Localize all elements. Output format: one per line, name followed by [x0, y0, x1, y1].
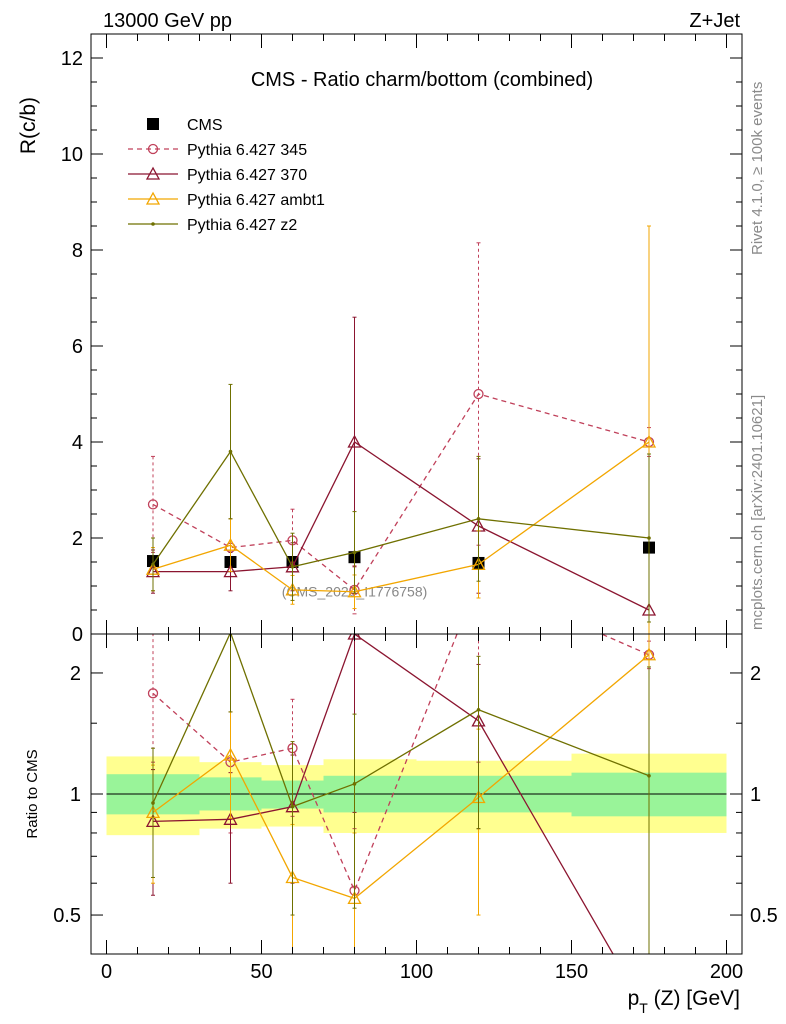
main-series-0: [147, 541, 655, 569]
ratio-y-axis-label: Ratio to CMS: [24, 749, 41, 838]
legend-label: Pythia 6.427 370: [187, 167, 307, 184]
main-y-tick-label: 8: [72, 240, 83, 262]
legend-item: Pythia 6.427 370: [128, 166, 307, 184]
main-series-line: [152, 441, 650, 593]
process-label: Z+Jet: [689, 10, 740, 32]
main-marker: [151, 562, 155, 567]
x-tick-label: 100: [400, 961, 433, 983]
legend-label: Pythia 6.427 z2: [187, 217, 297, 234]
main-series-4: [151, 383, 651, 623]
legend-marker: [151, 222, 155, 226]
legend-item: Pythia 6.427 345: [128, 142, 307, 159]
main-y-tick-label: 6: [72, 336, 83, 358]
ratio-marker: [647, 773, 651, 778]
legend-label: Pythia 6.427 ambt1: [187, 192, 325, 209]
ratio-marker: [641, 647, 657, 661]
main-marker: [228, 449, 233, 454]
ratio-marker: [223, 747, 238, 761]
x-tick-label: 200: [710, 961, 743, 983]
main-marker: [476, 517, 481, 521]
x-axis-label-rest: (Z) [GeV]: [648, 987, 740, 1010]
ratio-series-line: [152, 634, 614, 954]
x-axis-label: pT (Z) [GeV]: [628, 987, 740, 1016]
ratio-marker: [352, 782, 357, 786]
main-marker: [347, 434, 362, 448]
ratio-y-tick-label: 0.5: [53, 905, 81, 927]
legend-item: Pythia 6.427 z2: [128, 217, 297, 234]
legend-marker: [145, 166, 161, 180]
main-series-2: [145, 316, 657, 616]
ratio-series-line: [152, 654, 650, 900]
ratio-y-tick-label-right: 0.5: [750, 905, 778, 927]
rivet-version-label: Rivet 4.1.0, ≥ 100k events: [749, 82, 766, 255]
x-tick-label: 0: [101, 961, 112, 983]
ratio-marker: [151, 801, 155, 805]
main-marker: [647, 536, 651, 540]
main-y-tick-label: 12: [61, 48, 83, 70]
main-marker: [290, 565, 295, 569]
main-marker: [223, 537, 238, 551]
main-marker: [641, 434, 657, 448]
legend-label: CMS: [187, 117, 223, 134]
ratio-y-tick-label: 2: [70, 663, 81, 685]
x-axis-label-sub: T: [639, 1000, 648, 1016]
main-series-line: [152, 450, 650, 568]
ratio-series-line: [152, 634, 650, 893]
energy-label: 13000 GeV pp: [103, 10, 232, 32]
main-marker: [347, 584, 362, 598]
main-y-tick-label: 2: [72, 528, 83, 550]
main-marker: [473, 388, 484, 400]
main-series-line: [153, 441, 650, 611]
ratio-y-tick-label: 1: [70, 784, 81, 806]
ratio-marker: [223, 811, 238, 825]
main-series-1: [147, 242, 655, 615]
legend-label: Pythia 6.427 345: [187, 142, 307, 159]
main-marker: [223, 564, 238, 578]
ratio-series-line: [152, 634, 650, 808]
x-tick-label: 150: [555, 961, 588, 983]
legend-marker: [145, 191, 161, 205]
legend-item: Pythia 6.427 ambt1: [128, 191, 325, 209]
ratio-series-3: [151, 634, 651, 954]
main-series-3: [145, 225, 657, 634]
main-y-axis-label: R(c/b): [17, 97, 40, 154]
legend-marker: [147, 118, 159, 130]
main-marker: [352, 550, 357, 555]
x-tick-label: 50: [250, 961, 272, 983]
ratio-series-0: [147, 634, 655, 954]
x-axis-label-main: p: [628, 987, 640, 1010]
ratio-marker: [290, 804, 295, 809]
main-series-line: [152, 393, 650, 591]
mcplots-label: mcplots.cern.ch [arXiv:2401.10621]: [749, 395, 766, 630]
main-y-tick-label: 4: [72, 432, 83, 454]
ratio-marker: [147, 688, 159, 699]
ratio-y-tick-label-right: 1: [750, 784, 761, 806]
main-y-tick-label: 10: [61, 144, 83, 166]
legend-marker: [147, 143, 159, 155]
ratio-y-tick-label-right: 2: [750, 663, 761, 685]
chart-title: CMS - Ratio charm/bottom (combined): [251, 69, 593, 91]
ratio-marker: [476, 707, 481, 712]
legend-item: CMS: [147, 117, 223, 134]
main-y-tick-label: 0: [72, 624, 83, 646]
main-marker: [147, 499, 159, 510]
